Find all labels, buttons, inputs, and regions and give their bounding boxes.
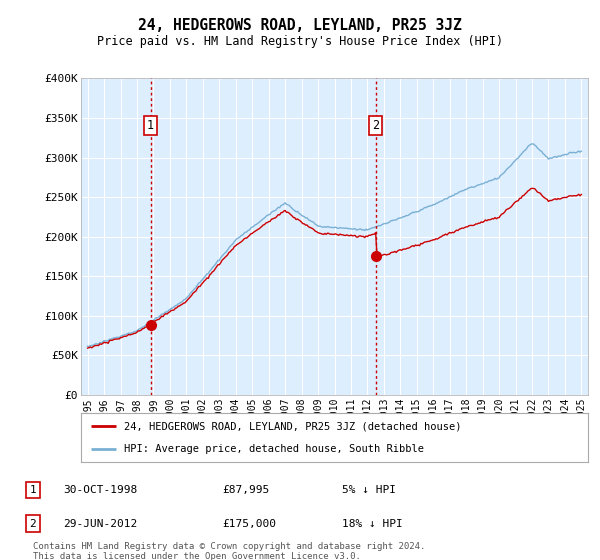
Text: £87,995: £87,995 [222, 485, 269, 495]
Text: £175,000: £175,000 [222, 519, 276, 529]
Text: 5% ↓ HPI: 5% ↓ HPI [342, 485, 396, 495]
Text: 18% ↓ HPI: 18% ↓ HPI [342, 519, 403, 529]
Text: 24, HEDGEROWS ROAD, LEYLAND, PR25 3JZ (detached house): 24, HEDGEROWS ROAD, LEYLAND, PR25 3JZ (d… [124, 421, 461, 431]
Text: 2: 2 [29, 519, 37, 529]
Text: 29-JUN-2012: 29-JUN-2012 [63, 519, 137, 529]
Text: 1: 1 [29, 485, 37, 495]
Text: Contains HM Land Registry data © Crown copyright and database right 2024.
This d: Contains HM Land Registry data © Crown c… [33, 542, 425, 560]
Text: 2: 2 [372, 119, 379, 132]
Text: Price paid vs. HM Land Registry's House Price Index (HPI): Price paid vs. HM Land Registry's House … [97, 35, 503, 49]
Text: 1: 1 [147, 119, 154, 132]
Text: 24, HEDGEROWS ROAD, LEYLAND, PR25 3JZ: 24, HEDGEROWS ROAD, LEYLAND, PR25 3JZ [138, 18, 462, 32]
Text: HPI: Average price, detached house, South Ribble: HPI: Average price, detached house, Sout… [124, 444, 424, 454]
Text: 30-OCT-1998: 30-OCT-1998 [63, 485, 137, 495]
